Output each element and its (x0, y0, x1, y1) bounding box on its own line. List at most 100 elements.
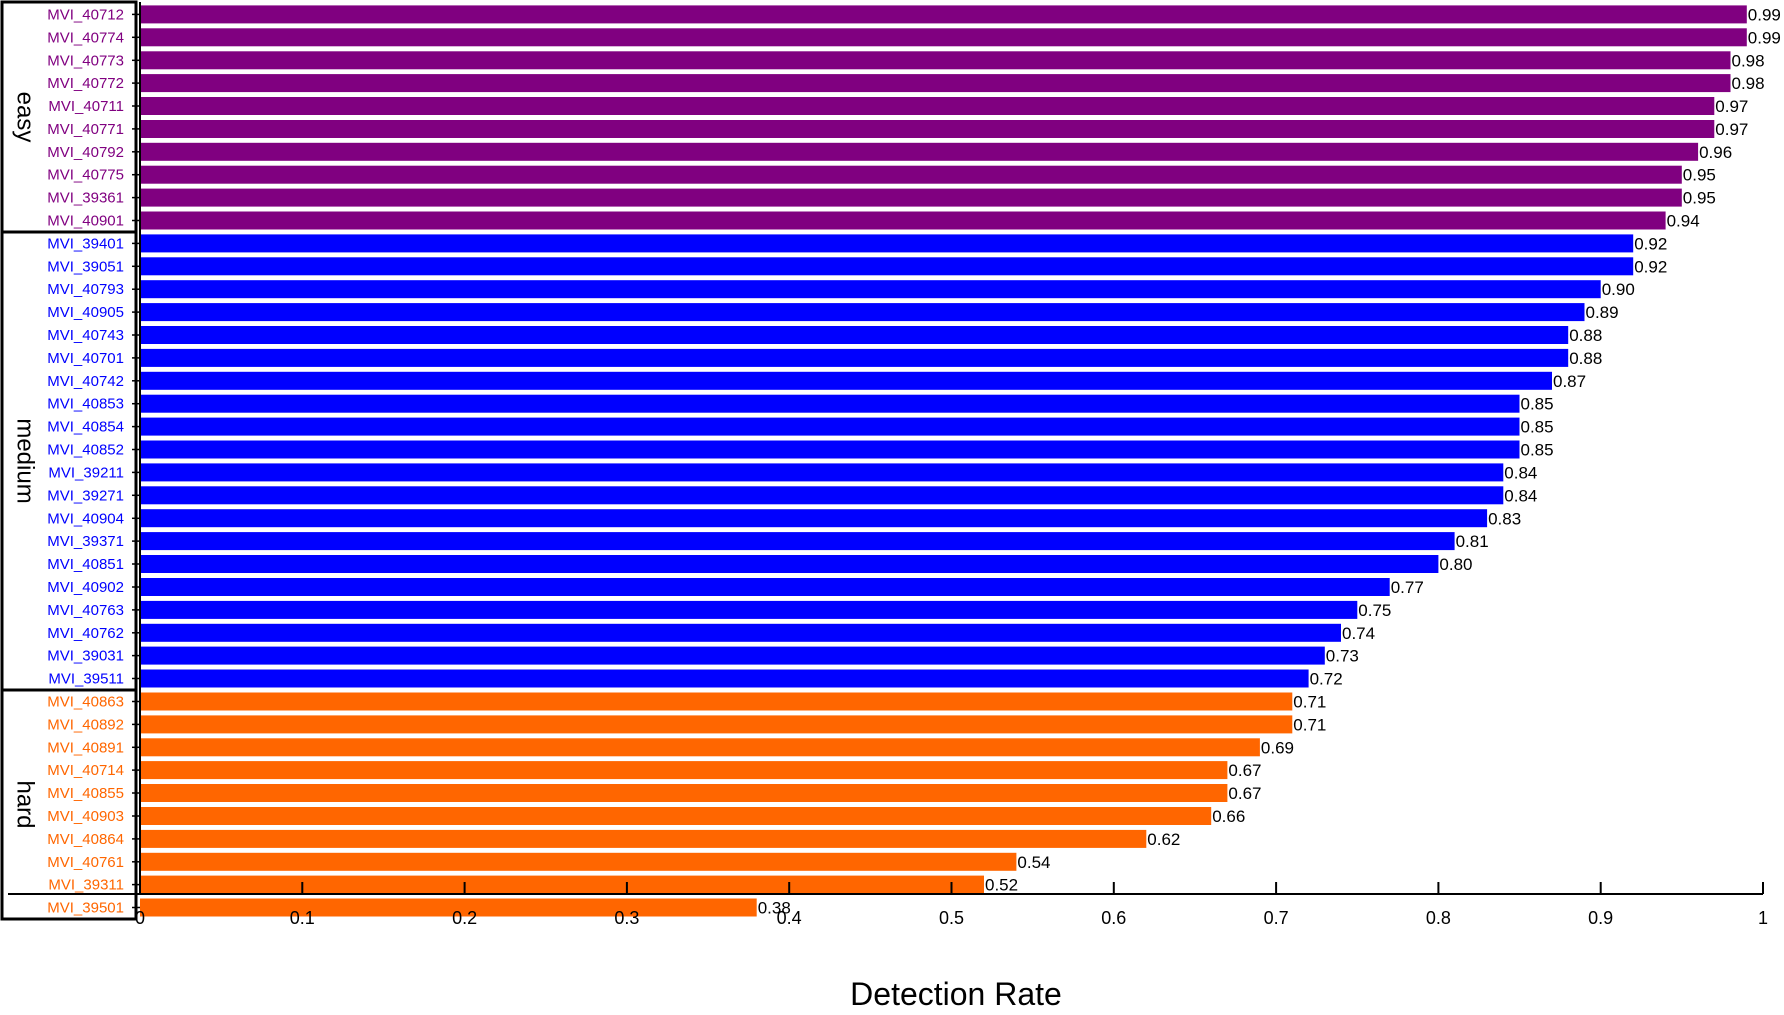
group-box-hard (0, 688, 138, 921)
value-label: 0.95 (1683, 189, 1716, 208)
value-label: 0.98 (1732, 51, 1765, 70)
category-label: MVI_40792 (47, 144, 124, 161)
bar-mvi-39051 (140, 257, 1634, 276)
category-label: MVI_40712 (47, 6, 124, 23)
category-label: MVI_40855 (47, 785, 124, 802)
bar-mvi-39031 (140, 646, 1325, 665)
category-label: MVI_40904 (47, 510, 124, 527)
bar-mvi-40903 (140, 807, 1212, 825)
value-label: 0.89 (1586, 303, 1619, 322)
category-label: MVI_40793 (47, 281, 124, 298)
value-label: 0.98 (1732, 74, 1765, 93)
category-label: MVI_40901 (47, 213, 124, 230)
value-label: 0.83 (1488, 509, 1521, 528)
value-label: 0.67 (1228, 784, 1261, 803)
value-label: 0.80 (1439, 555, 1472, 574)
value-label: 0.97 (1715, 97, 1748, 116)
category-label: MVI_39361 (47, 190, 124, 207)
value-label: 0.81 (1456, 532, 1489, 551)
value-label: 0.72 (1310, 670, 1343, 689)
x-tick-label: 0.4 (777, 908, 802, 928)
bar-mvi-40901 (140, 211, 1666, 230)
bar-mvi-39361 (140, 188, 1682, 207)
group-label-hard: hard (12, 780, 39, 828)
x-tick-label: 0.9 (1588, 908, 1613, 928)
bar-mvi-40852 (140, 440, 1520, 459)
bar-mvi-40762 (140, 623, 1341, 642)
bar-mvi-40892 (140, 715, 1293, 734)
bar-mvi-40902 (140, 578, 1390, 596)
bar-mvi-40714 (140, 761, 1228, 780)
category-label: MVI_39051 (47, 258, 124, 275)
bar-mvi-39501 (140, 898, 757, 917)
category-label: MVI_39311 (48, 877, 124, 894)
category-label: MVI_40852 (47, 442, 124, 459)
bar-mvi-40773 (140, 51, 1731, 70)
bar-mvi-40772 (140, 74, 1731, 93)
bar-mvi-40855 (140, 784, 1228, 802)
group-label-easy: easy (12, 92, 39, 143)
x-tick-label: 0.5 (939, 908, 964, 928)
category-label: MVI_40711 (48, 98, 124, 115)
category-label: MVI_40851 (47, 556, 124, 573)
value-label: 0.99 (1748, 5, 1781, 24)
value-label: 0.54 (1017, 853, 1050, 872)
value-label: 0.88 (1569, 349, 1602, 368)
x-tick-label: 0.8 (1426, 908, 1451, 928)
category-label: MVI_39371 (47, 533, 124, 550)
bar-mvi-40743 (140, 326, 1569, 344)
bar-mvi-40854 (140, 417, 1520, 436)
category-label: MVI_40891 (47, 739, 124, 756)
bar-mvi-40864 (140, 829, 1147, 848)
bar-mvi-39311 (140, 875, 984, 894)
x-tick-label: 0.7 (1264, 908, 1289, 928)
value-label: 0.85 (1521, 395, 1554, 414)
x-tick-label: 0.6 (1101, 908, 1126, 928)
x-axis: 0 0.1 0.2 0.3 0.4 0.5 0.6 0.7 0.8 0.9 1 (8, 2, 1768, 928)
category-label: MVI_40775 (47, 167, 124, 184)
bar-mvi-40905 (140, 303, 1585, 322)
category-label: MVI_40743 (47, 327, 124, 344)
bar-mvi-40771 (140, 120, 1715, 138)
value-label: 0.96 (1699, 143, 1732, 162)
group-label-medium: medium (12, 418, 39, 503)
value-label: 0.97 (1715, 120, 1748, 139)
category-label: MVI_39501 (47, 900, 124, 917)
value-label: 0.52 (985, 876, 1018, 895)
value-label: 0.74 (1342, 624, 1375, 643)
category-label: MVI_39271 (47, 487, 124, 504)
category-label: MVI_40864 (47, 831, 124, 848)
bar-mvi-40863 (140, 692, 1293, 711)
category-label: MVI_40773 (47, 52, 124, 69)
value-label: 0.90 (1602, 280, 1635, 299)
value-label: 0.71 (1293, 715, 1326, 734)
x-axis-title: Detection Rate (850, 976, 1062, 1012)
bars-layer (140, 5, 1747, 917)
category-label: MVI_39511 (48, 671, 124, 688)
bar-mvi-40851 (140, 555, 1439, 573)
group-brackets: easy medium hard (0, 0, 138, 921)
category-label: MVI_40742 (47, 373, 124, 390)
category-label: MVI_40763 (47, 602, 124, 619)
value-label: 0.85 (1521, 441, 1554, 460)
bar-mvi-40792 (140, 142, 1699, 161)
category-label: MVI_40905 (47, 304, 124, 321)
value-label: 0.95 (1683, 166, 1716, 185)
value-label: 0.94 (1667, 212, 1700, 231)
value-label: 0.85 (1521, 418, 1554, 437)
bar-mvi-40761 (140, 852, 1017, 871)
bar-mvi-39401 (140, 234, 1634, 253)
category-label: MVI_40863 (47, 694, 124, 711)
x-tick-label: 0.2 (452, 908, 477, 928)
x-tick-label: 0 (135, 908, 145, 928)
category-label: MVI_40892 (47, 716, 124, 733)
category-label: MVI_40774 (47, 29, 124, 46)
category-label: MVI_40761 (47, 854, 124, 871)
category-label: MVI_40903 (47, 808, 124, 825)
bar-mvi-40775 (140, 165, 1682, 184)
value-label: 0.69 (1261, 738, 1294, 757)
category-label: MVI_39031 (47, 648, 124, 665)
value-label: 0.84 (1504, 463, 1537, 482)
value-label: 0.38 (758, 899, 791, 918)
